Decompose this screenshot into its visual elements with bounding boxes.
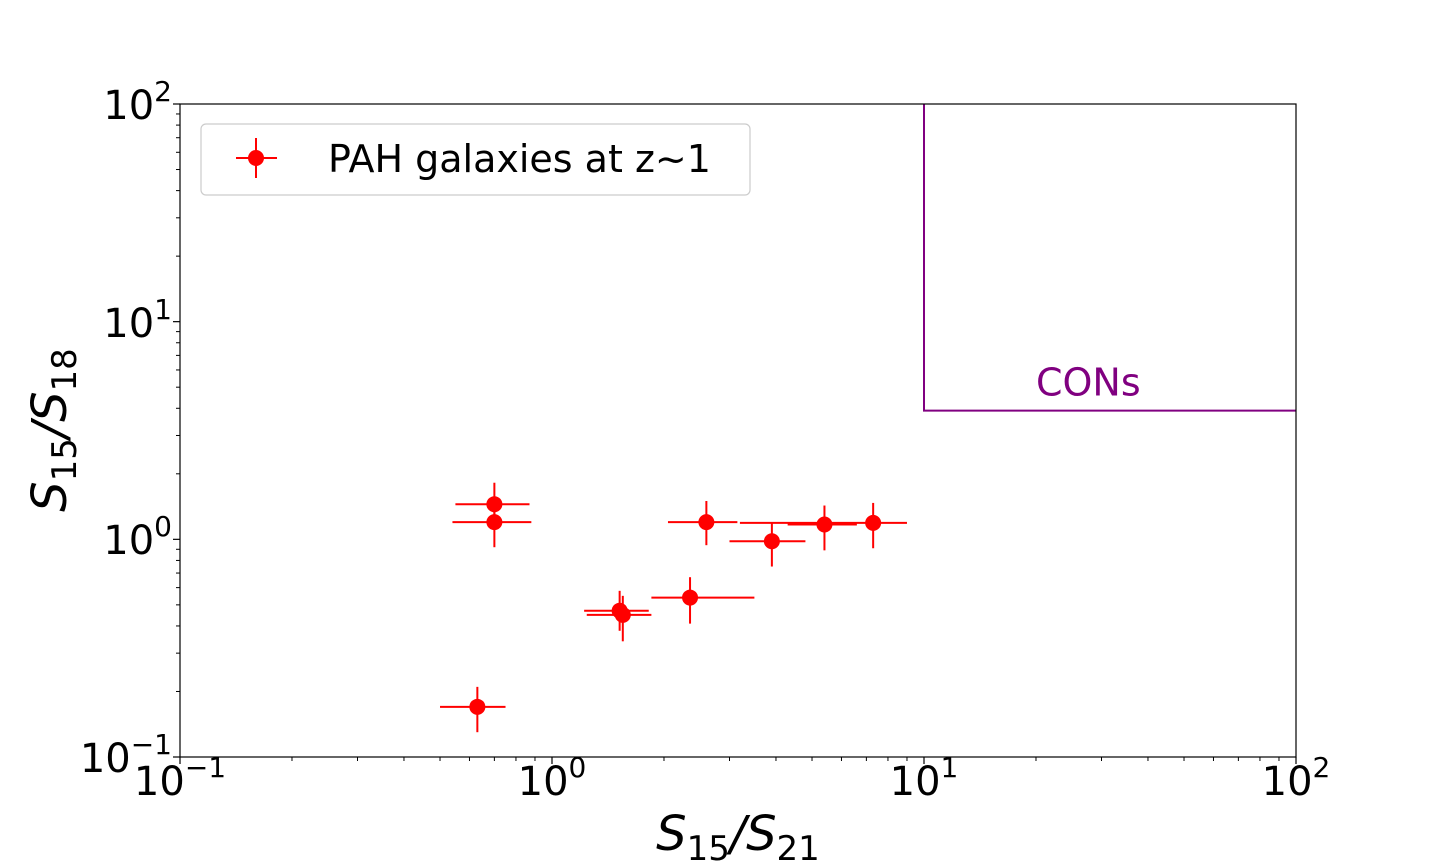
x-tick-label: 102 [1262, 751, 1331, 805]
data-point [440, 686, 506, 733]
x-tick-label: 101 [890, 751, 959, 805]
data-point-marker [486, 514, 503, 531]
y-axis-label: S15/S18 [22, 348, 85, 512]
x-tick-label: 10−1 [134, 751, 226, 805]
data-point [586, 595, 652, 642]
plot-frame [179, 103, 1297, 758]
data-point-marker [763, 533, 780, 550]
plot-area [180, 104, 1296, 757]
y-tick-label: 102 [103, 75, 172, 129]
legend-marker [248, 150, 264, 166]
cons-region: CONs [923, 104, 1296, 412]
data-point [787, 505, 857, 551]
data-point-marker [865, 514, 882, 531]
data-point [667, 501, 738, 546]
x-tick-label: 100 [518, 751, 587, 805]
y-tick-labels: 10−1 100 101 102 [80, 75, 172, 782]
y-tick-label: 100 [103, 510, 172, 564]
data-point [729, 522, 806, 567]
legend-box [200, 123, 751, 196]
minor-ticks [176, 113, 1280, 761]
cons-region-label: CONs [1036, 361, 1141, 405]
data-point [452, 501, 532, 548]
x-axis-label: S15/S21 [656, 806, 820, 864]
data-point [651, 577, 755, 624]
data-point-marker [698, 514, 715, 531]
y-tick-label: 10−1 [80, 728, 172, 782]
legend-entry-label: PAH galaxies at z~1 [328, 137, 711, 181]
major-ticks [173, 103, 1297, 764]
data-point-marker [682, 589, 699, 606]
data-point [739, 502, 907, 549]
x-tick-labels: 10−1 100 101 102 [134, 751, 1330, 805]
cons-region-outline [923, 104, 1296, 412]
y-tick-label: 101 [103, 293, 172, 347]
data-points [440, 482, 907, 733]
data-point-marker [816, 516, 833, 533]
data-point-marker [614, 606, 631, 623]
legend: PAH galaxies at z~1 [200, 123, 751, 196]
data-point-marker [469, 698, 486, 715]
